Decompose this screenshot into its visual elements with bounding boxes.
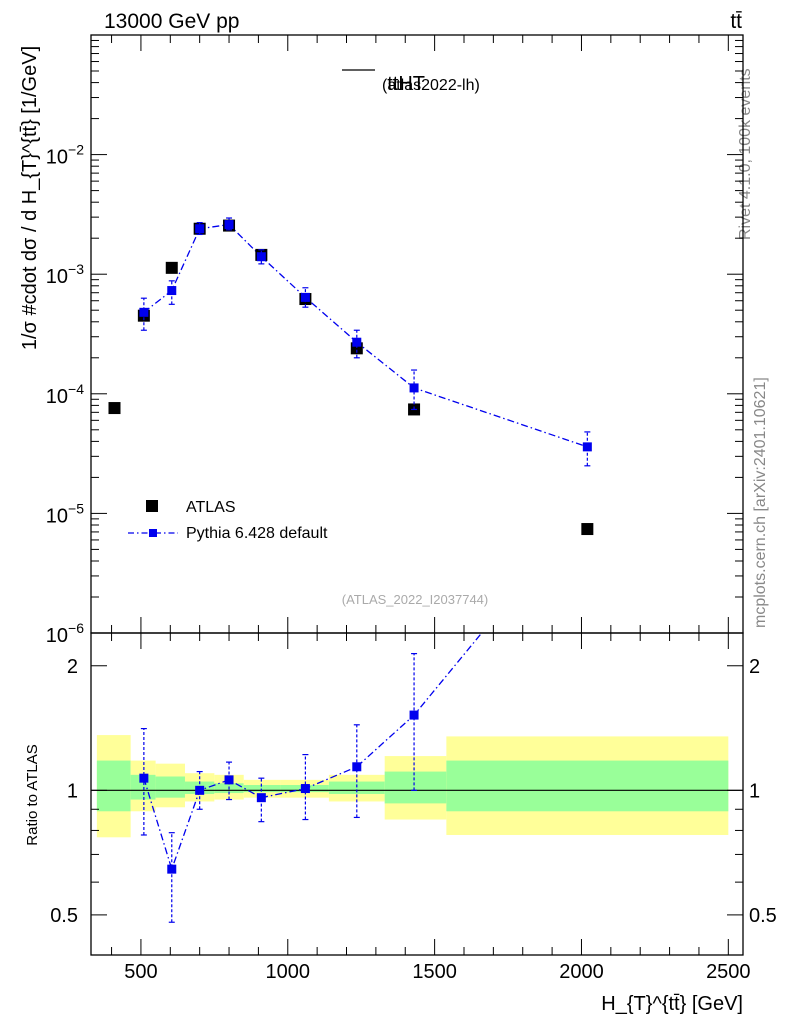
ratio-data-point — [139, 773, 149, 783]
pythia-data-point — [167, 286, 177, 296]
ratio-frame — [90, 632, 744, 956]
pythia-data-point — [582, 442, 592, 452]
main-y-tick-label: 10−3 — [46, 261, 84, 288]
ratio-data-point — [409, 710, 419, 720]
plot-title: ttHT — [387, 73, 425, 95]
ratio-data-point — [300, 784, 310, 794]
ratio-band-green — [96, 760, 131, 812]
pythia-data-point — [352, 337, 362, 347]
ratio-bands-layer — [91, 735, 743, 838]
rivet-version-label: Rivet 4.1.0, 100k events — [737, 68, 754, 240]
ratio-data-point — [224, 775, 234, 785]
ratio-data-point — [352, 762, 362, 772]
legend-pythia-label: Pythia 6.428 default — [186, 525, 328, 542]
main-axes: 10−6 10−5 10−4 10−3 10−2 — [46, 35, 743, 647]
pythia-line — [143, 223, 588, 448]
energy-label: 13000 GeV pp — [104, 10, 239, 33]
x-tick-label: 2500 — [706, 961, 751, 983]
main-y-tick-label: 10−2 — [46, 142, 84, 169]
ratio-y-tick-label-left: 0.5 — [50, 905, 78, 927]
pythia-data-point — [256, 252, 266, 262]
ratio-data-point — [195, 785, 205, 795]
ratio-panel: 500 1000 1500 2000 2500 0.5 0.5 1 1 2 2 Ratio to A… — [24, 500, 777, 1015]
ratio-data-point — [167, 864, 177, 874]
main-y-tick-label: 10−5 — [46, 500, 84, 527]
pythia-data-point — [300, 292, 310, 302]
x-axis-label: H_{T}^{tt̄} [GeV] — [601, 993, 743, 1015]
analysis-id-label: (ATLAS_2022_I2037744) — [342, 592, 488, 607]
ratio-band-green — [155, 776, 185, 798]
main-data-layer — [108, 217, 594, 536]
atlas-data-point — [581, 523, 594, 536]
ratio-data-layer — [139, 500, 592, 923]
legend-atlas-marker — [146, 500, 158, 512]
ratio-data-point — [256, 793, 266, 803]
pythia-data-point — [409, 383, 419, 393]
atlas-data-point — [108, 402, 121, 415]
main-y-axis-label: 1/σ #cdot dσ / d H_{T}^{tt̄} [1/GeV] — [19, 46, 41, 350]
ratio-data-point — [583, 500, 592, 509]
x-tick-label: 1500 — [412, 961, 457, 983]
ratio-y-tick-label-left: 1 — [67, 780, 78, 802]
main-y-tick-label: 10−4 — [46, 381, 84, 408]
plot-subtitle: (atlas2022-lh) — [382, 77, 480, 94]
atlas-data-point — [165, 261, 178, 274]
legend: ATLAS Pythia 6.428 default — [128, 499, 328, 542]
pythia-data-point — [224, 220, 234, 230]
ratio-y-tick-label-right: 1 — [749, 780, 760, 802]
ratio-band-green — [384, 771, 447, 804]
ratio-y-axis-label: Ratio to ATLAS — [24, 744, 41, 845]
x-tick-label: 2000 — [559, 961, 604, 983]
pythia-data-point — [195, 224, 205, 234]
legend-pythia-marker — [149, 529, 157, 537]
process-label: tt̄ — [730, 10, 742, 33]
ratio-y-tick-label-right: 2 — [749, 656, 760, 678]
ratio-axes: 500 1000 1500 2000 2500 0.5 0.5 1 1 2 2 — [50, 633, 777, 983]
x-tick-label: 1000 — [266, 961, 311, 983]
x-tick-label: 500 — [124, 961, 157, 983]
main-y-tick-label: 10−6 — [46, 620, 84, 647]
ratio-band-green — [243, 785, 281, 793]
mcplots-reference-label: mcplots.cern.ch [arXiv:2401.10621] — [752, 377, 769, 628]
pythia-data-point — [139, 307, 149, 317]
legend-atlas-label: ATLAS — [186, 499, 236, 516]
ratio-band-green — [446, 760, 729, 812]
main-frame — [90, 34, 744, 634]
main-panel: 10−6 10−5 10−4 10−3 10−2 ttHT (atlas2022-lh)… — [19, 34, 744, 647]
ratio-y-tick-label-right: 0.5 — [749, 905, 777, 927]
ratio-y-tick-label-left: 2 — [67, 656, 78, 678]
